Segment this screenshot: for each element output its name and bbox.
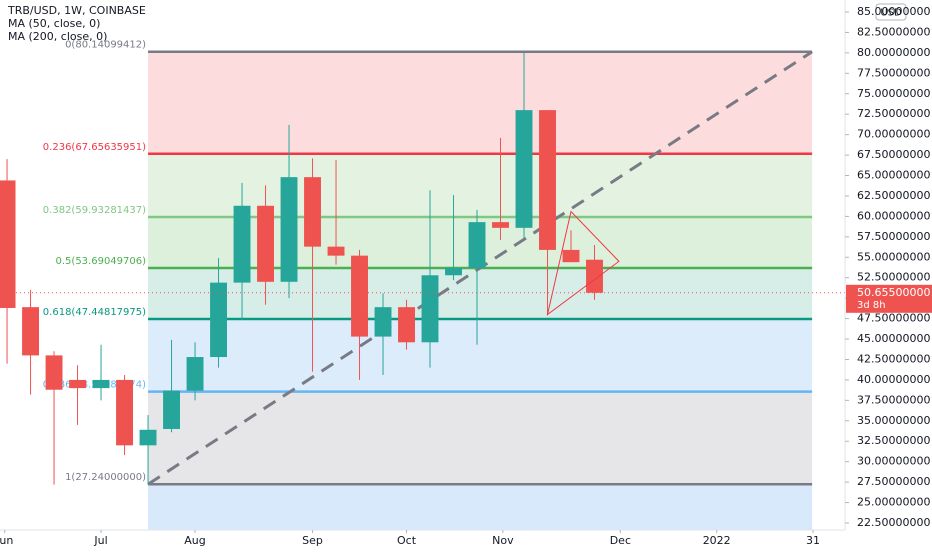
candle-body [257,205,274,282]
candle-body [445,267,462,276]
candle-body [586,259,603,293]
indicator: MA (50, close, 0) [8,17,100,30]
y-tick-label: 85.00000000 [857,5,930,18]
currency[interactable]: USD [880,8,902,19]
y-tick-label: 65.00000000 [857,169,930,182]
y-tick-label: 80.00000000 [857,46,930,59]
candle-body [351,255,368,337]
candle-body [163,390,180,429]
y-tick-label: 25.00000000 [857,496,930,509]
x-tick-label: Jun [0,534,13,547]
plot-area: 0(80.14099412) 0.236(67.65635951) 0.382(59… [0,40,845,530]
y-tick-label: 72.50000000 [857,107,930,120]
fib-label: 0.236(67.65635951) [43,142,146,153]
chart-title: TRB/USD, 1W, COINBASE [7,4,146,17]
indicator: MA (200, close, 0) [8,30,107,43]
y-tick-label: 57.50000000 [857,230,930,243]
y-tick-label: 37.50000000 [857,393,930,406]
x-tick-label: Jul [93,534,107,547]
fib-band [148,51,813,154]
candle-body [280,177,298,282]
y-tick-label: 27.50000000 [857,475,930,488]
y-tick-label: 55.00000000 [857,250,930,263]
y-tick-label: 22.50000000 [857,516,930,529]
fib-label: 1(27.24000000) [65,472,146,483]
countdown: 3d 8h [857,300,886,311]
y-tick-label: 82.50000000 [857,25,930,38]
y-tick-label: 30.00000000 [857,455,930,468]
candle-body [539,110,556,250]
fib-band [148,319,813,392]
y-tick-label: 75.00000000 [857,87,930,100]
fib-label: 0.382(59.93281437) [43,205,146,216]
y-tick-label: 42.50000000 [857,352,930,365]
candle-body [398,307,415,343]
fib-band [148,391,813,485]
x-tick-label: 31 [806,534,820,547]
x-tick-label: Dec [610,534,631,547]
candle-body [139,429,157,446]
y-tick-label: 45.00000000 [857,332,930,345]
x-tick-label: Sep [302,534,323,547]
fib-label: 0.5(53.69049706) [56,256,147,267]
y-tick-label: 32.50000000 [857,434,930,447]
candle-body [45,355,63,390]
y-tick-label: 67.50000000 [857,148,930,161]
fib-label: 0.618(47.44817975) [43,307,146,318]
last-price-badge [846,284,932,313]
y-tick-label: 60.00000000 [857,209,930,222]
x-tick-label: 2022 [703,534,731,547]
candle-body [492,222,509,228]
candle-body [421,275,439,343]
candle-body [186,357,204,391]
candle-body [69,379,87,389]
fib-label: 0(80.14099412) [65,40,146,51]
candle-body [0,180,16,308]
triangle-drawing [546,210,620,316]
candle-body [210,282,227,358]
y-tick-label: 35.00000000 [857,414,930,427]
last-price-label: 50.65500000 [857,286,930,299]
x-tick-label: Aug [184,534,205,547]
y-tick-label: 62.50000000 [857,189,930,202]
y-tick-label: 77.50000000 [857,66,930,79]
candle-body [92,379,110,389]
x-tick-label: Oct [397,534,417,547]
currency-badge[interactable] [875,3,907,21]
candle-body [22,307,40,356]
candle-body [304,177,321,247]
candle-body [468,222,486,268]
candle-body [116,379,134,446]
candle-body [233,205,251,283]
y-tick-label: 47.50000000 [857,312,930,325]
candle-body [515,110,533,228]
trend-line [147,50,813,486]
y-tick-label: 40.00000000 [857,373,930,386]
x-tick-label: Nov [492,534,514,547]
candle-body [562,249,580,263]
fib-band [148,484,813,530]
y-tick-label: 52.50000000 [857,271,930,284]
y-tick-label: 70.00000000 [857,128,930,141]
candle-body [374,307,392,337]
candle-body [327,246,345,256]
